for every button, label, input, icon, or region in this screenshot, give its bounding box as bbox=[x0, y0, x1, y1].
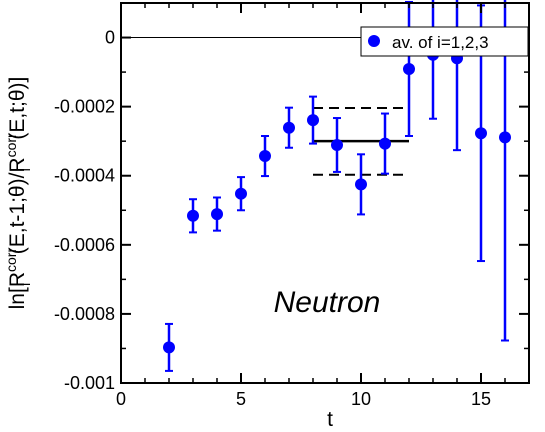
y-axis-title-part: (E,t;θ)] bbox=[6, 77, 29, 140]
data-point bbox=[475, 127, 487, 140]
data-point bbox=[283, 121, 295, 134]
data-point bbox=[499, 131, 511, 144]
y-axis-title-part: i bbox=[17, 168, 33, 171]
y-axis-title-part: i bbox=[17, 283, 33, 286]
x-tick-label: 10 bbox=[351, 389, 371, 409]
y-axis-title-part: corr bbox=[3, 248, 19, 272]
y-axis-title-part: ln[R bbox=[6, 272, 29, 309]
data-point bbox=[379, 137, 391, 150]
data-point bbox=[187, 209, 199, 222]
data-point bbox=[259, 150, 271, 163]
x-axis-title: t bbox=[327, 408, 333, 431]
y-tick-label: -0.0002 bbox=[54, 97, 115, 117]
y-axis-title-part: (E,t-1;θ)/R bbox=[6, 157, 29, 254]
x-tick-label: 0 bbox=[116, 389, 126, 409]
neutron-annotation: Neutron bbox=[274, 286, 381, 319]
y-tick-label: -0.001 bbox=[64, 373, 115, 393]
x-tick-label: 15 bbox=[471, 389, 491, 409]
data-point bbox=[211, 208, 223, 221]
legend: av. of i=1,2,3 bbox=[360, 26, 529, 57]
data-point bbox=[355, 178, 367, 191]
axis-ticks: 0 5 10 15 0 -0.0002 -0.0004 -0.0006 -0.0008 -0.00… bbox=[54, 2, 529, 409]
data-point bbox=[403, 62, 415, 75]
plot-frame bbox=[120, 2, 530, 384]
y-axis-title: ln[Rcorri(E,t-1;θ)/Rcorri(E,t;θ)] bbox=[3, 77, 33, 310]
y-tick-label: -0.0006 bbox=[54, 235, 115, 255]
data-point bbox=[163, 341, 175, 354]
legend-label: av. of i=1,2,3 bbox=[392, 33, 489, 52]
legend-marker bbox=[368, 35, 380, 47]
data-point bbox=[331, 138, 343, 151]
y-tick-label: -0.0008 bbox=[54, 304, 115, 324]
y-tick-label: -0.0004 bbox=[54, 166, 115, 186]
y-tick-label: 0 bbox=[105, 28, 115, 48]
data-point bbox=[235, 187, 247, 200]
legend-box bbox=[360, 26, 529, 57]
data-point bbox=[307, 114, 319, 127]
x-tick-label: 5 bbox=[236, 389, 246, 409]
y-axis-title-part: corr bbox=[3, 133, 19, 157]
